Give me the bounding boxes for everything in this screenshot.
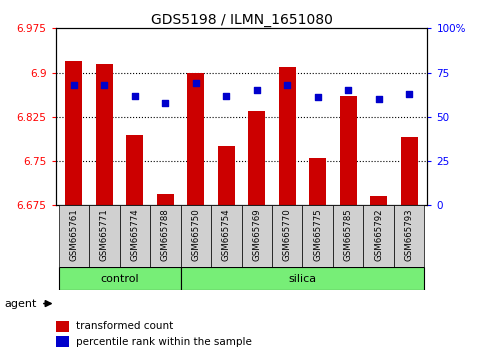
- Point: [405, 91, 413, 97]
- Point: [314, 95, 322, 100]
- Bar: [150, 205, 181, 267]
- Bar: [127, 135, 143, 205]
- Bar: [394, 205, 425, 267]
- Bar: [187, 73, 204, 205]
- Text: transformed count: transformed count: [76, 321, 173, 331]
- Point: [70, 82, 78, 88]
- Bar: [340, 96, 356, 205]
- Text: silica: silica: [288, 274, 316, 284]
- Bar: [56, 321, 69, 332]
- Point: [344, 87, 352, 93]
- Bar: [333, 205, 363, 267]
- Bar: [370, 196, 387, 205]
- Bar: [272, 205, 302, 267]
- Bar: [302, 205, 333, 267]
- Bar: [58, 205, 89, 267]
- Point: [192, 80, 199, 86]
- Text: GSM665761: GSM665761: [70, 209, 78, 261]
- Text: percentile rank within the sample: percentile rank within the sample: [76, 337, 252, 347]
- Bar: [211, 205, 242, 267]
- Bar: [89, 205, 120, 267]
- Text: GSM665770: GSM665770: [283, 209, 292, 261]
- Text: GSM665754: GSM665754: [222, 209, 231, 261]
- Point: [161, 100, 169, 105]
- Bar: [96, 64, 113, 205]
- Bar: [242, 205, 272, 267]
- Text: control: control: [100, 274, 139, 284]
- Text: GSM665771: GSM665771: [100, 209, 109, 261]
- Bar: [181, 267, 425, 290]
- Point: [100, 82, 108, 88]
- Bar: [363, 205, 394, 267]
- Bar: [248, 111, 265, 205]
- Point: [222, 93, 230, 98]
- Bar: [157, 194, 174, 205]
- Text: GSM665769: GSM665769: [252, 209, 261, 261]
- Text: GSM665793: GSM665793: [405, 209, 413, 261]
- Text: GSM665774: GSM665774: [130, 209, 139, 261]
- Text: agent: agent: [5, 298, 37, 309]
- Point: [284, 82, 291, 88]
- Text: GSM665750: GSM665750: [191, 209, 200, 261]
- Point: [131, 93, 139, 98]
- Bar: [56, 336, 69, 347]
- Text: GSM665785: GSM665785: [344, 209, 353, 261]
- Bar: [279, 67, 296, 205]
- Text: GSM665792: GSM665792: [374, 209, 383, 261]
- Bar: [401, 137, 417, 205]
- Text: GSM665788: GSM665788: [161, 209, 170, 261]
- Point: [253, 87, 261, 93]
- Point: [375, 96, 383, 102]
- Bar: [309, 158, 326, 205]
- Bar: [181, 205, 211, 267]
- Title: GDS5198 / ILMN_1651080: GDS5198 / ILMN_1651080: [151, 13, 332, 27]
- Bar: [218, 146, 235, 205]
- Bar: [66, 61, 82, 205]
- Bar: [58, 267, 181, 290]
- Text: GSM665775: GSM665775: [313, 209, 322, 261]
- Bar: [120, 205, 150, 267]
